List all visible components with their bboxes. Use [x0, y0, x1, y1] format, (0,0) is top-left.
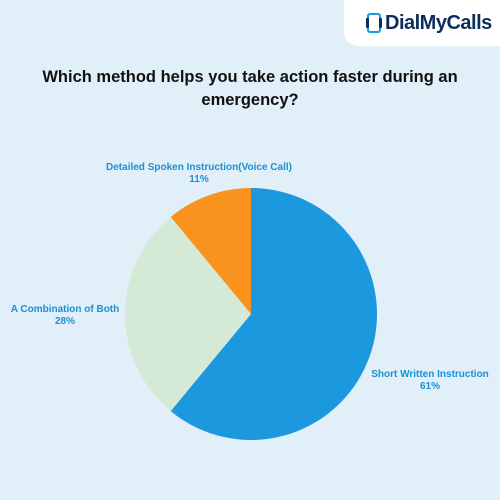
chart-title: Which method helps you take action faste…: [42, 68, 458, 109]
slice-detailed-spoken: [170, 188, 251, 314]
slice-label: Short Written Instruction: [371, 369, 489, 380]
slice-short-written: [170, 187, 378, 440]
logo-card: DialMyCalls: [344, 0, 500, 46]
slice-percent-label: 61%: [420, 381, 440, 392]
slice-combination: [125, 216, 251, 412]
slice-label: A Combination of Both: [11, 304, 120, 315]
logo-text: DialMyCalls: [385, 11, 492, 34]
phone-device-icon: [366, 13, 382, 33]
slice-percent-label: 11%: [189, 174, 209, 185]
slice-percent-label: 28%: [55, 316, 75, 327]
slice-label: Detailed Spoken Instruction(Voice Call): [106, 162, 292, 173]
